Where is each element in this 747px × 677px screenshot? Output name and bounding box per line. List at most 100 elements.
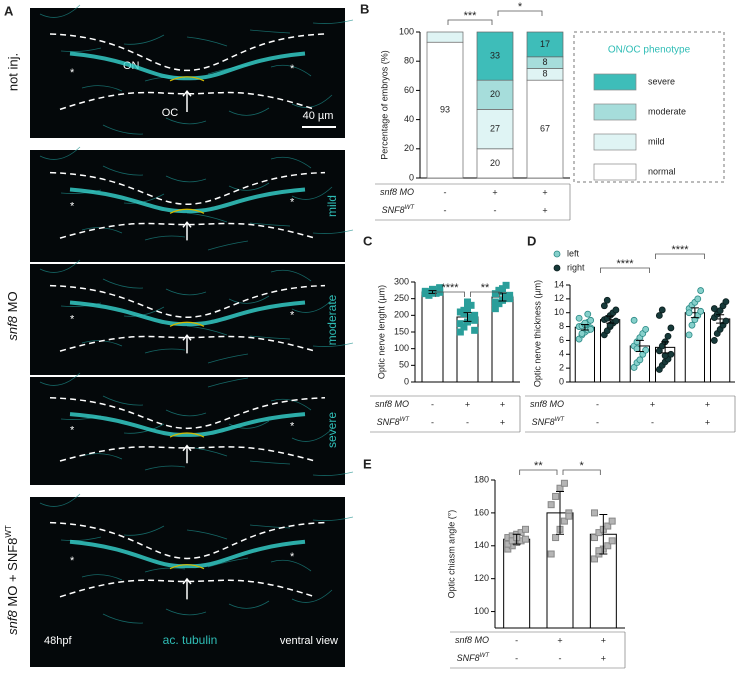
nerve-fiber <box>228 107 270 116</box>
chiasm <box>169 321 205 327</box>
table-cell: - <box>431 417 434 427</box>
significance-label: **** <box>441 282 459 294</box>
data-point <box>612 317 620 325</box>
table-row-label: snf8 MO <box>530 399 564 409</box>
data-point <box>655 312 663 319</box>
y-tick-label: 40 <box>404 114 414 124</box>
nerve-fiber <box>291 94 333 108</box>
bar <box>684 312 705 383</box>
nerve-fiber <box>123 525 165 536</box>
outline <box>49 33 326 72</box>
nerve-fiber <box>39 493 81 507</box>
y-tick-label: 300 <box>394 276 409 286</box>
nerve-fiber <box>207 240 249 251</box>
table-cell: + <box>705 417 710 427</box>
table-row-label: SNF8WT <box>532 417 566 428</box>
data-point <box>552 492 560 500</box>
data-point <box>603 296 611 304</box>
y-tick-label: 14 <box>554 279 564 289</box>
bar-segment <box>476 109 514 150</box>
table-cell: + <box>650 399 655 409</box>
y-axis-label: Percentage of embryos (%) <box>379 50 389 160</box>
nerve-fiber <box>60 47 102 52</box>
table-cell: + <box>705 399 710 409</box>
nerve-fiber <box>123 34 165 45</box>
nerve-fiber <box>270 269 312 282</box>
data-point <box>710 305 718 312</box>
y-tick-label: 6 <box>559 335 564 345</box>
chiasm <box>169 76 205 82</box>
data-point <box>710 337 718 344</box>
nerve-fiber <box>228 182 270 191</box>
y-tick-label: 80 <box>404 56 414 66</box>
y-tick-label: 100 <box>474 606 489 616</box>
nerve-fiber <box>291 428 333 442</box>
data-point <box>658 306 666 314</box>
data-point <box>560 517 568 525</box>
row-name: SNF8 <box>457 653 480 663</box>
legend-label: normal <box>648 166 676 176</box>
y-tick-label: 50 <box>399 360 409 370</box>
chiasm <box>169 564 205 570</box>
bar-segment <box>526 31 564 58</box>
nerve-fiber <box>207 377 249 388</box>
legend-marker <box>553 250 561 258</box>
data-point <box>612 306 620 314</box>
y-tick-label: 100 <box>399 26 414 36</box>
row-name: snf8 MO <box>375 399 409 409</box>
segment-label: 20 <box>490 89 500 99</box>
data-point <box>547 501 555 509</box>
table-cell: + <box>601 653 606 663</box>
nerve-fiber <box>186 212 228 223</box>
nerve-fiber <box>186 529 228 540</box>
significance-bracket <box>600 267 650 273</box>
nerve-fiber <box>165 117 207 125</box>
significance-label: *** <box>464 10 478 22</box>
segment-label: 27 <box>490 123 500 133</box>
row-label: snf8 MO + SNF8WT <box>4 525 20 635</box>
bar-segment <box>476 148 514 179</box>
row-label-gene: snf8 <box>5 609 20 634</box>
legend-marker <box>553 264 561 272</box>
legend-title: ON/OC phenotype <box>608 45 691 56</box>
data-point <box>608 537 616 545</box>
bar <box>503 538 531 629</box>
nerve-fiber <box>249 335 291 340</box>
nerve-fiber <box>144 567 186 573</box>
data-point <box>608 517 616 525</box>
segment-label: 33 <box>490 50 500 60</box>
row-sup: WT <box>405 205 416 211</box>
nerve-fiber <box>270 64 312 77</box>
panel-letter: A <box>4 3 14 18</box>
data-point <box>491 305 499 313</box>
significance-label: ** <box>481 282 490 294</box>
data-point <box>694 295 702 303</box>
table-cell: + <box>542 187 547 197</box>
significance-bracket <box>470 291 500 297</box>
data-point <box>630 364 638 371</box>
nerve-fiber <box>207 353 249 364</box>
table-cell: - <box>494 205 497 215</box>
y-tick-label: 8 <box>559 321 564 331</box>
nerve-fiber <box>228 600 270 609</box>
star: * <box>70 555 75 567</box>
legend-swatch <box>593 103 637 121</box>
data-point <box>590 555 598 563</box>
nerve-fiber <box>270 156 312 169</box>
table-cell: + <box>500 417 505 427</box>
error-bar <box>635 339 644 353</box>
data-point <box>697 307 705 315</box>
nerve-fiber <box>291 589 333 603</box>
view-label: ventral view <box>280 635 338 647</box>
optic-nerve <box>69 539 306 569</box>
significance-label: **** <box>671 244 689 256</box>
segment-label: 93 <box>440 104 450 114</box>
data-point <box>642 325 650 333</box>
arrow <box>182 89 192 112</box>
table-cell: - <box>559 653 562 663</box>
nerve-fiber <box>60 536 102 541</box>
data-point <box>667 324 675 332</box>
nerve-fiber <box>102 165 144 176</box>
arrow <box>182 577 192 600</box>
segment-label: 8 <box>542 69 547 79</box>
